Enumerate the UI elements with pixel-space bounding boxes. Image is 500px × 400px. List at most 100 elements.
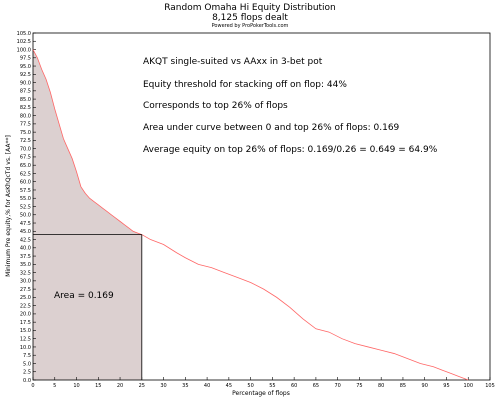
x-tick-label: 65 <box>313 383 319 389</box>
curve-point <box>368 346 369 347</box>
y-tick-label: 35.0 <box>20 262 31 268</box>
curve-point <box>459 376 460 377</box>
curve-point <box>115 218 116 219</box>
curve-point <box>420 363 421 364</box>
y-tick-label: 97.5 <box>20 56 31 62</box>
curve-point <box>315 328 316 329</box>
curve-point <box>80 186 81 187</box>
y-tick-label: 57.5 <box>20 188 31 194</box>
y-tick-label: 47.5 <box>20 221 31 227</box>
y-tick-label: 67.5 <box>20 155 31 161</box>
y-tick-label: 105.0 <box>17 31 31 37</box>
curve-point <box>150 239 151 240</box>
curve-point <box>37 57 38 58</box>
curve-point <box>407 358 408 359</box>
y-tick-label: 25.0 <box>20 295 31 301</box>
curve-point <box>124 224 125 225</box>
y-tick-label: 62.5 <box>20 171 31 177</box>
x-tick-label: 55 <box>269 383 275 389</box>
x-tick-label: 60 <box>291 383 297 389</box>
x-tick-label: 105 <box>485 383 495 389</box>
curve-point <box>137 232 138 233</box>
curve-point <box>394 353 395 354</box>
curve-point <box>468 380 469 381</box>
annotation-5: Average equity on top 26% of flops: 0.16… <box>143 145 438 155</box>
y-tick-label: 45.0 <box>20 229 31 235</box>
curve-point <box>276 297 277 298</box>
x-axis: 0 5 10 15 20 25 30 35 40 45 50 55 60 65 70 75 80 85 90 95 10… <box>31 377 495 389</box>
curve-point <box>59 123 60 124</box>
y-tick-label: 30.0 <box>20 279 31 285</box>
y-tick-label: 102.5 <box>17 39 31 45</box>
powered-by-text: Powered by ProPokerTools.com <box>212 23 289 29</box>
annotation-2: Equity threshold for stacking off on flo… <box>143 80 347 90</box>
y-tick-label: 10.0 <box>20 345 31 351</box>
curve-point <box>93 201 94 202</box>
curve-point <box>33 49 34 50</box>
y-axis-label: Minimum Pre equity,% for AsKhQcTd vs. [A… <box>5 135 12 277</box>
y-tick-label: 32.5 <box>20 270 31 276</box>
x-tick-label: 80 <box>378 383 384 389</box>
annotations: AKQT single-suited vs AAxx in 3-bet pot … <box>54 57 438 301</box>
curve-point <box>76 171 77 172</box>
curve-point <box>67 148 68 149</box>
x-tick-label: 20 <box>117 383 123 389</box>
curve-point <box>106 211 107 212</box>
annotation-3: Corresponds to top 26% of flops <box>143 101 288 111</box>
y-axis: 0.0 2.5 5.0 7.5 10.0 12.5 15.0 17.5 20.0 22.5 25.0… <box>17 31 36 384</box>
chart-subtitle: 8,125 flops dealt <box>212 13 288 23</box>
curve-point <box>211 267 212 268</box>
y-tick-label: 42.5 <box>20 237 31 243</box>
curve-point <box>41 69 42 70</box>
curve-point <box>133 231 134 232</box>
y-tick-label: 90.0 <box>20 80 31 86</box>
y-tick-label: 7.5 <box>23 353 31 359</box>
x-tick-label: 95 <box>443 383 449 389</box>
y-tick-label: 60.0 <box>20 180 31 186</box>
x-tick-label: 45 <box>226 383 232 389</box>
curve-point <box>63 138 64 139</box>
y-tick-label: 2.5 <box>23 370 31 376</box>
shaded-area <box>33 49 142 381</box>
curve-point <box>442 370 443 371</box>
curve-point <box>463 378 464 379</box>
curve-point <box>198 264 199 265</box>
x-tick-label: 50 <box>247 383 253 389</box>
curve-point <box>163 244 164 245</box>
curve-point <box>176 252 177 253</box>
y-tick-label: 20.0 <box>20 312 31 318</box>
y-tick-label: 50.0 <box>20 213 31 219</box>
y-tick-label: 72.5 <box>20 138 31 144</box>
y-tick-label: 80.0 <box>20 113 31 119</box>
curve-point <box>98 204 99 205</box>
curve-point <box>128 227 129 228</box>
annotation-4: Area under curve between 0 and top 26% o… <box>143 123 400 133</box>
y-tick-label: 100.0 <box>17 47 31 53</box>
curve-point <box>102 208 103 209</box>
curve-point <box>450 373 451 374</box>
y-tick-label: 52.5 <box>20 204 31 210</box>
curve-point <box>120 221 121 222</box>
curve-point <box>85 193 86 194</box>
curve-point <box>381 350 382 351</box>
chart-title: Random Omaha Hi Equity Distribution <box>164 3 336 13</box>
x-tick-label: 70 <box>334 383 340 389</box>
curve-point <box>237 277 238 278</box>
x-tick-label: 5 <box>53 383 56 389</box>
y-tick-label: 70.0 <box>20 146 31 152</box>
curve-point <box>50 92 51 93</box>
y-tick-label: 12.5 <box>20 336 31 342</box>
y-tick-label: 95.0 <box>20 64 31 70</box>
curve-point <box>302 318 303 319</box>
curve-point <box>250 282 251 283</box>
x-tick-label: 75 <box>356 383 362 389</box>
x-tick-label: 100 <box>463 383 473 389</box>
curve-point <box>263 289 264 290</box>
curve-point <box>185 257 186 258</box>
y-tick-label: 55.0 <box>20 196 31 202</box>
curve-point <box>72 158 73 159</box>
curve-point <box>355 343 356 344</box>
y-tick-label: 75.0 <box>20 130 31 136</box>
x-tick-label: 85 <box>400 383 406 389</box>
